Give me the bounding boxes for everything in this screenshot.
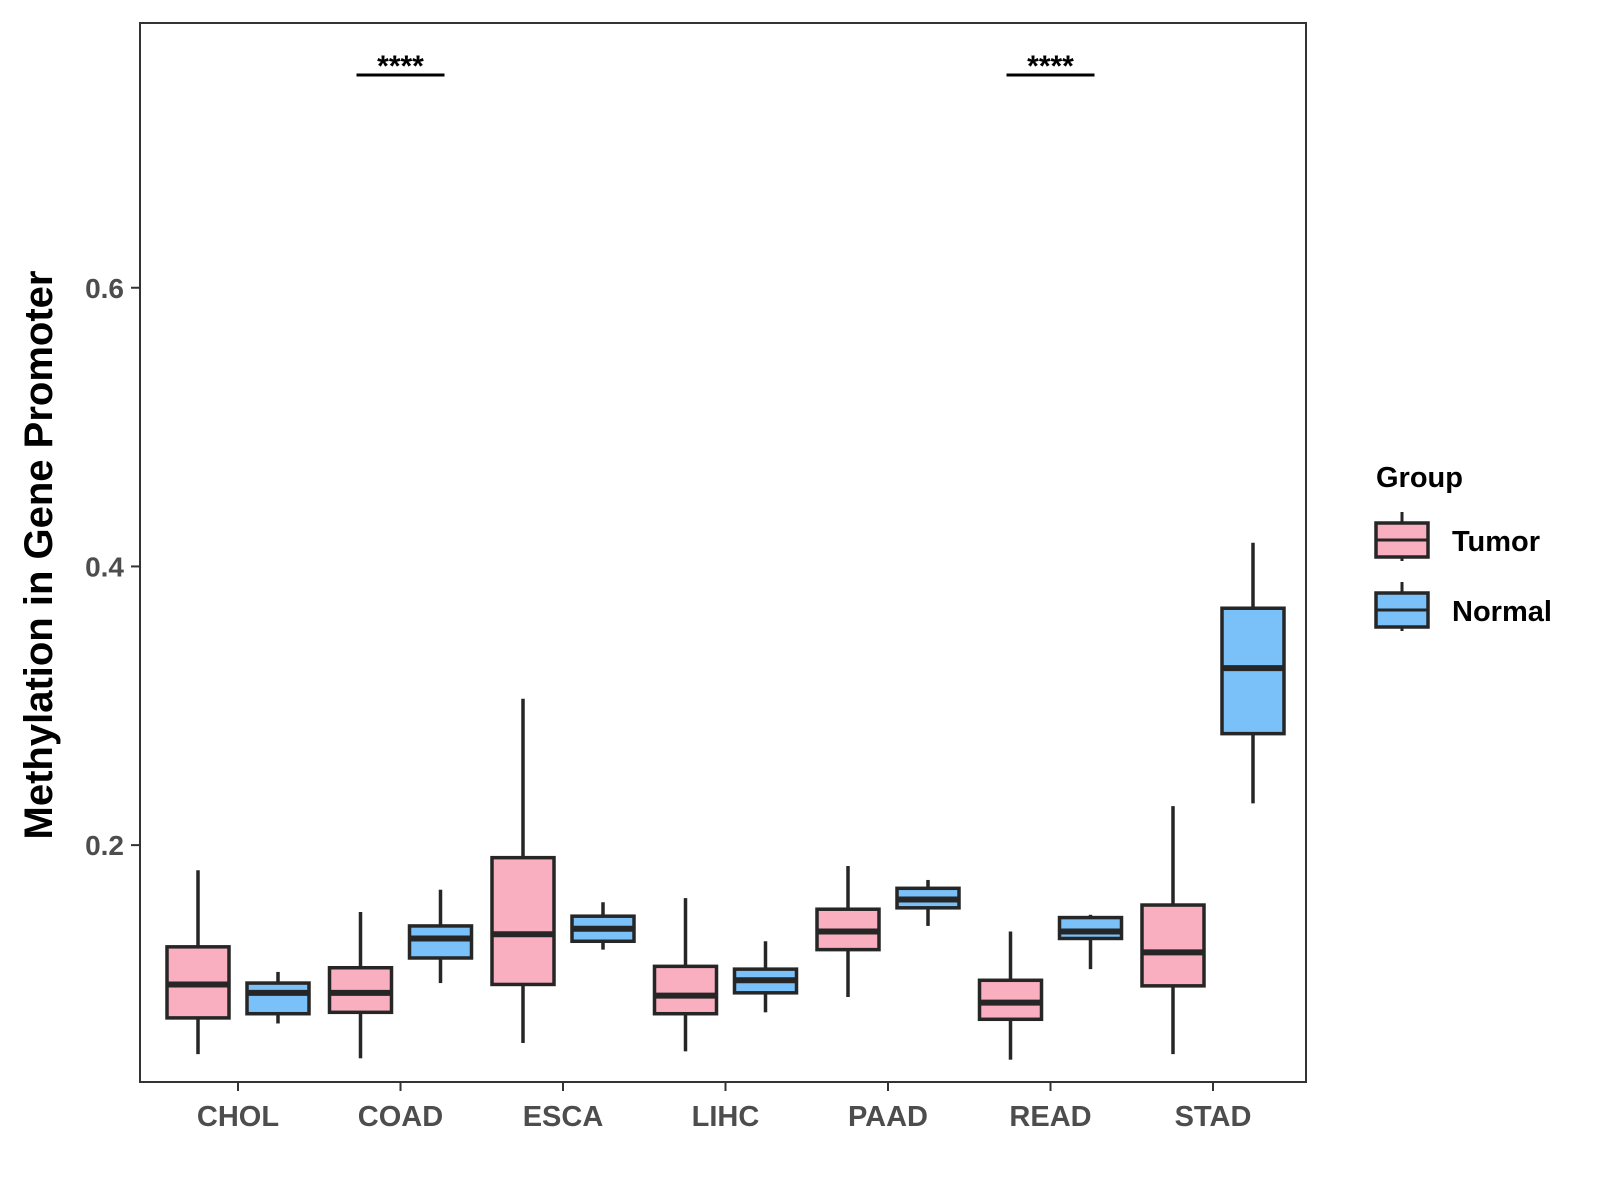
box-body: [1140, 903, 1206, 988]
box-tumor-esca: [490, 698, 556, 1043]
box-normal-chol: [245, 971, 311, 1024]
box-tumor-stad: [1140, 806, 1206, 1055]
legend-title: Group: [1376, 462, 1463, 494]
plot-panel-border: [139, 22, 1307, 1083]
box-normal-coad: [407, 889, 474, 984]
box-tumor-coad: [327, 912, 394, 1059]
box-tumor-chol: [165, 870, 231, 1055]
box-body: [407, 924, 474, 960]
significance-read: ****: [1006, 50, 1095, 83]
box-series: [165, 542, 1286, 1060]
x-tick-label: STAD: [1175, 1101, 1252, 1133]
y-tick-label: 0.6: [85, 273, 124, 304]
box-tumor-read: [977, 931, 1044, 1060]
box-normal-paad: [895, 879, 961, 926]
legend-label: Normal: [1452, 596, 1552, 628]
legend: Group Tumor Normal: [1374, 462, 1552, 631]
box-normal-esca: [570, 902, 636, 950]
y-tick-label: 0.2: [85, 830, 124, 861]
box-body: [245, 981, 311, 1016]
x-tick-label: ESCA: [523, 1101, 604, 1133]
y-tick-label: 0.4: [85, 551, 124, 582]
box-normal-lihc: [732, 941, 799, 1013]
box-body: [652, 964, 719, 1016]
x-tick-label: COAD: [358, 1101, 443, 1133]
box-normal-stad: [1220, 542, 1286, 804]
series-normal: [245, 542, 1286, 1024]
x-tick-label: CHOL: [197, 1101, 279, 1133]
box-normal-read: [1057, 914, 1124, 970]
significance-label: ****: [377, 50, 424, 83]
significance-coad: ****: [356, 50, 445, 83]
x-axis: CHOL COAD ESCA LIHC PAAD READ STAD: [197, 1082, 1251, 1133]
box-tumor-lihc: [652, 898, 719, 1052]
y-axis-title: Methylation in Gene Promoter: [17, 271, 61, 840]
significance-annotations: **** ****: [356, 50, 1095, 83]
series-tumor: [165, 698, 1206, 1060]
box-body: [490, 855, 556, 987]
legend-item-normal: Normal: [1374, 582, 1552, 631]
legend-item-tumor: Tumor: [1374, 512, 1540, 561]
legend-label: Tumor: [1452, 526, 1540, 558]
box-tumor-paad: [815, 866, 881, 998]
x-tick-label: LIHC: [692, 1101, 760, 1133]
x-tick-label: READ: [1009, 1101, 1091, 1133]
significance-label: ****: [1027, 50, 1074, 83]
box-body: [1057, 915, 1124, 941]
y-axis: 0.2 0.4 0.6: [85, 273, 140, 861]
x-tick-label: PAAD: [848, 1101, 928, 1133]
